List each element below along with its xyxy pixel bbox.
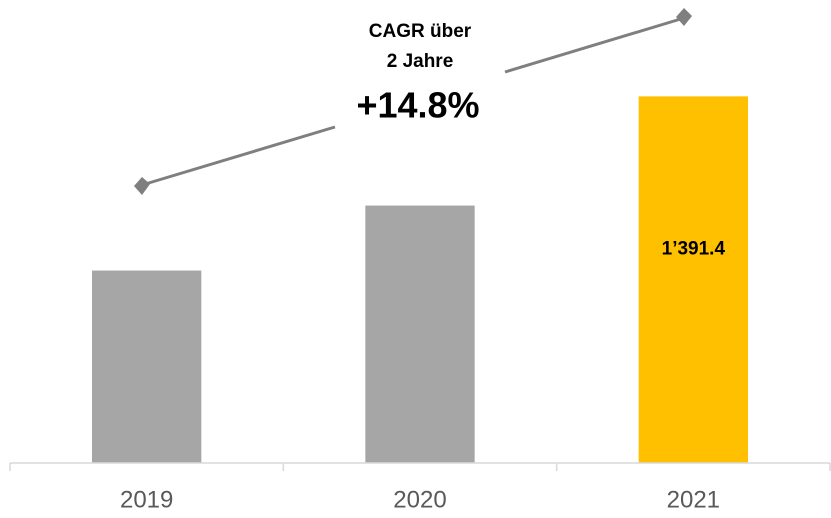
annotation: CAGR über xyxy=(369,21,472,42)
x-tick-label: 2019 xyxy=(120,486,173,513)
bar xyxy=(638,96,748,463)
x-tick-label: 2020 xyxy=(393,486,446,513)
bar xyxy=(92,270,202,463)
annotation: 2 Jahre xyxy=(387,51,454,72)
x-tick-label: 2021 xyxy=(667,486,720,513)
annotation: +14.8% xyxy=(356,85,479,126)
cagr-arrow xyxy=(134,8,692,195)
value-label: 1’391.4 xyxy=(662,239,726,260)
bar xyxy=(365,205,475,463)
